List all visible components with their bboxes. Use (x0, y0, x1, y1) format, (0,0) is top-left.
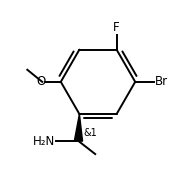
Text: Br: Br (155, 75, 168, 88)
Text: &1: &1 (83, 128, 97, 138)
Text: H₂N: H₂N (33, 134, 55, 147)
Text: O: O (37, 75, 46, 88)
Text: F: F (113, 21, 120, 34)
Polygon shape (74, 114, 83, 141)
